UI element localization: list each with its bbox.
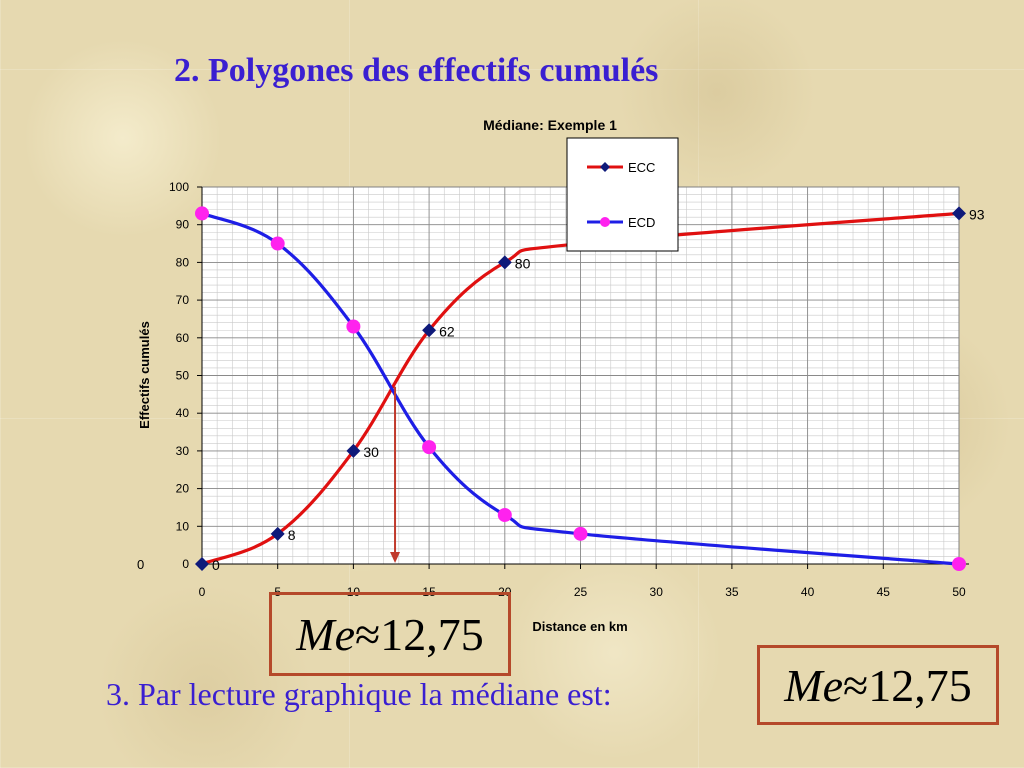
x-tick-label: 25 — [574, 585, 588, 599]
y-tick-label: 80 — [176, 255, 190, 269]
data-labels: 0 8 30 62 80 93 — [212, 206, 985, 573]
legend-box — [566, 137, 679, 252]
y-tick-label: 10 — [176, 519, 190, 533]
legend-items: ECC ECD — [587, 160, 655, 230]
y-tick-label: 90 — [176, 218, 190, 232]
x-axis-label: Distance en km — [532, 619, 627, 634]
ecd-line — [201, 211, 960, 566]
y-tick-label: 20 — [176, 482, 190, 496]
conclusion-text: 3. Par lecture graphique la médiane est: — [106, 676, 612, 712]
ecc-data-label: 93 — [969, 206, 985, 222]
stray-zero-label: 0 — [137, 557, 145, 572]
x-tick-label: 0 — [199, 585, 206, 599]
ecc-marker — [195, 557, 209, 571]
ecc-data-label: 0 — [212, 557, 220, 573]
tick-labels: 0 5 10 15 20 25 30 35 40 45 5001020304050607080901… — [169, 180, 966, 599]
median-value: 12,75 — [868, 659, 972, 711]
legend: ECC ECD — [566, 137, 679, 252]
median-result-box: Me ≈12,75 — [269, 592, 511, 676]
ecc-marker — [346, 443, 361, 458]
y-tick-label: 50 — [176, 369, 190, 383]
ecc-marker — [270, 526, 285, 541]
y-tick-label: 70 — [176, 293, 190, 307]
legend-label: ECD — [628, 215, 655, 230]
y-tick-label: 100 — [169, 180, 189, 194]
x-tick-label: 30 — [650, 585, 664, 599]
ecc-data-label: 80 — [515, 255, 531, 271]
x-tick-label: 45 — [877, 585, 891, 599]
ecd-marker — [346, 319, 361, 334]
median-symbol: Me — [296, 608, 355, 660]
chart-title: Médiane: Exemple 1 — [483, 117, 617, 133]
ecc-data-label: 62 — [439, 323, 455, 339]
slide-title: 2. Polygones des effectifs cumulés — [174, 52, 659, 89]
ecc-data-label: 30 — [363, 444, 379, 460]
ecd-marker — [497, 507, 512, 522]
y-tick-label: 30 — [176, 444, 190, 458]
x-tick-label: 50 — [952, 585, 966, 599]
y-tick-label: 0 — [182, 557, 189, 571]
series-markers — [195, 206, 966, 571]
y-axis-label: Effectifs cumulés — [137, 321, 152, 429]
median-symbol: Me — [784, 659, 843, 711]
ecd-marker — [952, 557, 966, 571]
x-tick-label: 35 — [725, 585, 739, 599]
ecc-marker — [422, 323, 437, 338]
ecc-marker — [497, 255, 512, 270]
series-lines — [201, 211, 960, 566]
median-arrow-head — [390, 552, 401, 563]
ecd-marker — [573, 526, 588, 541]
approx-sign: ≈ — [355, 608, 381, 660]
legend-label: ECC — [628, 160, 655, 175]
x-tick-label: 40 — [801, 585, 815, 599]
median-value: 12,75 — [380, 608, 484, 660]
ecd-marker — [422, 440, 437, 455]
y-tick-label: 60 — [176, 331, 190, 345]
median-arrow — [390, 386, 401, 563]
y-tick-label: 40 — [176, 406, 190, 420]
ecd-marker — [195, 206, 209, 221]
legend-marker — [600, 217, 610, 227]
ecc-line — [201, 211, 960, 566]
ecc-marker — [952, 206, 966, 221]
legend-marker — [600, 162, 610, 172]
ecd-marker — [270, 236, 285, 251]
median-answer-box: Me ≈12,75 — [757, 645, 999, 725]
ecc-data-label: 8 — [288, 527, 296, 543]
approx-sign: ≈ — [843, 659, 869, 711]
